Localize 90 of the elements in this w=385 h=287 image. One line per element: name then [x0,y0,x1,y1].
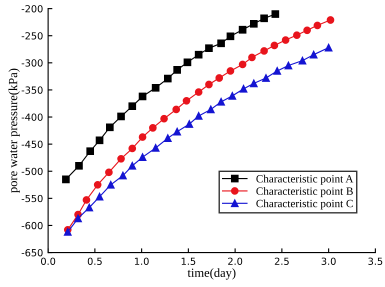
point [324,44,332,52]
point [298,56,306,64]
y-tick-label: -500 [22,168,43,176]
point [240,85,248,93]
point [303,26,311,34]
x-tick-label: 1.5 [182,258,196,265]
point [105,168,113,176]
point [152,84,160,92]
point [128,144,136,152]
point [86,147,94,156]
point [82,196,90,204]
point [64,228,72,236]
x-tick-label: 0.5 [88,258,102,265]
point [96,136,104,144]
point [173,66,181,74]
point [310,50,318,59]
point [85,204,94,212]
point [326,16,334,24]
point [194,88,202,96]
y-tick-label: -550 [22,194,43,202]
point [273,67,282,75]
point [194,112,202,120]
point [250,20,258,28]
point [164,134,172,142]
y-tick-label: -600 [22,222,43,230]
point [138,153,146,161]
point [215,74,224,82]
x-tick-label: 3.5 [368,258,382,265]
point [119,172,127,180]
y-axis-title: pore water pressure(kPa) [8,68,20,193]
x-tick-label: 3.0 [322,258,336,265]
point [293,31,301,39]
point [314,22,322,30]
point [74,214,82,222]
legend-label: Characteristic point C [256,199,353,210]
point [128,162,136,170]
point [226,67,234,75]
point [238,60,246,68]
point [217,98,225,106]
point [117,154,125,163]
point [173,128,181,136]
point [182,96,190,105]
point [205,80,213,88]
point [96,192,104,201]
y-tick-label: -650 [22,249,43,256]
point [164,74,172,82]
point [185,120,194,128]
point [62,176,70,184]
y-tick-label: -350 [22,86,43,94]
point [270,42,278,50]
point [106,124,114,132]
x-tick-label: 1.0 [134,258,149,265]
point [262,74,270,82]
point [149,124,157,132]
x-tick-label: 0.0 [41,258,56,265]
legend-label: Characteristic point B [256,187,353,198]
point [226,32,234,40]
y-tick-label: -300 [22,59,43,67]
y-tick-label: -400 [22,114,43,121]
point [228,92,236,100]
point [272,10,280,18]
point [184,58,192,66]
point [152,144,160,152]
y-tick-label: -200 [22,5,43,12]
y-tick-label: -450 [22,140,43,148]
legend-label: Characteristic point A [256,174,354,185]
point [260,14,268,22]
x-tick-label: 2.5 [274,258,289,265]
point [282,36,290,44]
y-tick-label: -250 [22,32,43,40]
point [138,133,146,141]
point [75,162,83,170]
point [248,54,256,62]
point [206,106,215,114]
point [172,106,180,114]
point [238,26,246,34]
point [260,47,268,55]
point [128,102,136,110]
point [138,92,146,100]
point [205,44,213,52]
point [284,62,292,70]
point [160,114,168,122]
point [117,112,125,120]
point [94,180,102,189]
point [217,39,225,48]
point [106,180,115,189]
point [194,50,202,59]
point [250,80,258,88]
x-tick-label: 2.0 [228,258,242,265]
x-axis-title: time(day) [188,268,236,280]
